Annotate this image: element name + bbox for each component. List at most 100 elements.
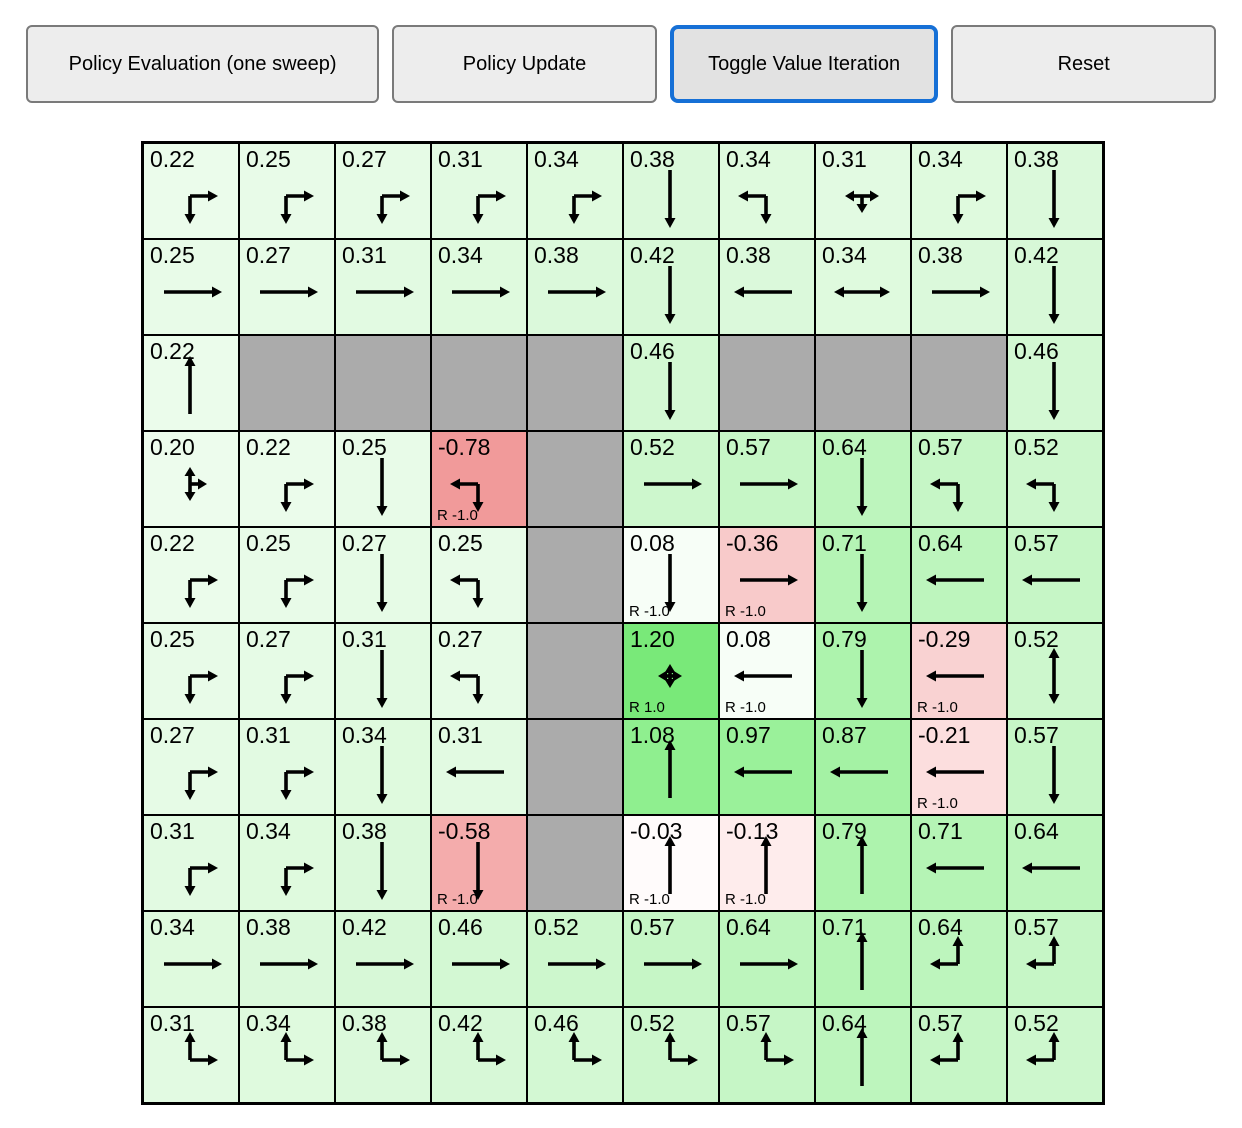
grid-cell[interactable]: 0.31 [815,143,911,239]
grid-cell[interactable]: 0.57 [911,431,1007,527]
grid-cell[interactable]: 0.34 [719,143,815,239]
grid-cell[interactable]: 0.31 [431,143,527,239]
grid-cell[interactable]: 1.20 R 1.0 [623,623,719,719]
grid-cell[interactable]: 0.08 R -1.0 [719,623,815,719]
policy-arrow-icon [658,664,682,688]
grid-cell[interactable]: 0.64 [815,1007,911,1103]
policy-update-button[interactable]: Policy Update [392,25,657,103]
grid-cell[interactable]: 0.71 [815,911,911,1007]
grid-cell[interactable]: 0.57 [911,1007,1007,1103]
grid-cell[interactable]: 0.79 [815,815,911,911]
grid-cell[interactable]: -0.58 R -1.0 [431,815,527,911]
grid-cell[interactable]: 0.25 [431,527,527,623]
grid-cell[interactable]: 0.25 [143,623,239,719]
grid-cell[interactable]: 0.52 [623,1007,719,1103]
grid-cell[interactable]: 0.25 [239,527,335,623]
cell-value: 0.34 [150,914,195,940]
grid-cell[interactable]: 0.64 [1007,815,1103,911]
grid-cell[interactable]: 0.34 [335,719,431,815]
grid-cell[interactable]: 0.46 [623,335,719,431]
grid-cell[interactable]: 0.27 [239,623,335,719]
grid-cell[interactable]: -0.13 R -1.0 [719,815,815,911]
grid-cell[interactable]: 0.27 [239,239,335,335]
grid-cell[interactable]: 0.42 [431,1007,527,1103]
reset-button[interactable]: Reset [951,25,1216,103]
grid-cell[interactable]: 0.25 [239,143,335,239]
grid-cell[interactable]: 0.57 [1007,719,1103,815]
grid-cell[interactable]: 0.38 [335,815,431,911]
policy-arrow-icon [664,554,676,612]
grid-cell[interactable]: 0.46 [431,911,527,1007]
grid-cell[interactable]: 0.31 [335,239,431,335]
grid-cell[interactable]: 0.27 [335,143,431,239]
grid-cell[interactable]: 0.38 [527,239,623,335]
grid-cell[interactable]: 0.22 [143,335,239,431]
grid-cell[interactable]: 0.87 [815,719,911,815]
grid-cell[interactable]: 0.71 [911,815,1007,911]
grid-cell[interactable]: 0.42 [1007,239,1103,335]
grid-cell[interactable]: 0.52 [623,431,719,527]
grid-cell[interactable]: 0.38 [1007,143,1103,239]
grid-cell[interactable]: 0.46 [527,1007,623,1103]
grid-cell[interactable]: 0.20 [143,431,239,527]
grid-cell[interactable]: 0.38 [335,1007,431,1103]
grid-cell[interactable]: 0.52 [1007,1007,1103,1103]
grid-cell[interactable]: 0.57 [719,1007,815,1103]
grid-cell[interactable]: 0.22 [239,431,335,527]
grid-cell[interactable]: 0.31 [239,719,335,815]
grid-cell[interactable]: 0.27 [431,623,527,719]
grid-cell[interactable]: 0.25 [335,431,431,527]
grid-cell[interactable]: 0.25 [143,239,239,335]
grid-cell[interactable]: 0.71 [815,527,911,623]
grid-cell[interactable]: 0.64 [815,431,911,527]
grid-cell[interactable]: -0.21 R -1.0 [911,719,1007,815]
grid-cell[interactable]: 0.22 [143,527,239,623]
grid-cell[interactable]: 0.34 [527,143,623,239]
grid-cell[interactable]: 0.31 [143,815,239,911]
grid-cell[interactable]: 0.57 [1007,527,1103,623]
grid-cell[interactable]: 0.38 [911,239,1007,335]
grid-cell[interactable]: 0.34 [911,143,1007,239]
grid-cell[interactable]: -0.36 R -1.0 [719,527,815,623]
policy-evaluation-button[interactable]: Policy Evaluation (one sweep) [26,25,380,103]
grid-cell[interactable]: 0.38 [719,239,815,335]
grid-cell[interactable]: 0.57 [1007,911,1103,1007]
grid-cell[interactable]: 0.34 [239,1007,335,1103]
grid-cell[interactable]: 0.27 [335,527,431,623]
grid-cell[interactable]: -0.03 R -1.0 [623,815,719,911]
grid-cell[interactable]: 0.52 [1007,623,1103,719]
grid-cell[interactable]: 0.31 [143,1007,239,1103]
policy-arrow-icon [260,286,318,298]
grid-cell[interactable]: -0.29 R -1.0 [911,623,1007,719]
grid-cell[interactable]: 0.79 [815,623,911,719]
policy-arrow-icon [830,766,888,778]
grid-cell[interactable]: 0.34 [143,911,239,1007]
grid-cell[interactable]: 0.27 [143,719,239,815]
grid-cell[interactable]: 0.42 [335,911,431,1007]
grid-cell[interactable]: 0.42 [623,239,719,335]
grid-cell[interactable]: 0.46 [1007,335,1103,431]
grid-cell[interactable]: 0.34 [239,815,335,911]
grid-cell[interactable]: 0.64 [911,527,1007,623]
grid-cell[interactable]: 0.31 [431,719,527,815]
grid-cell[interactable]: 0.34 [431,239,527,335]
toggle-value-iteration-button[interactable]: Toggle Value Iteration [669,25,939,103]
grid-cell[interactable]: 0.97 [719,719,815,815]
cell-value: 0.79 [822,626,867,652]
grid-cell[interactable]: 0.57 [719,431,815,527]
grid-cell[interactable]: 0.64 [911,911,1007,1007]
grid-cell[interactable]: 0.22 [143,143,239,239]
cell-value: 0.34 [534,146,579,172]
grid-cell[interactable]: 0.52 [527,911,623,1007]
grid-cell[interactable]: 0.57 [623,911,719,1007]
grid-cell[interactable]: 0.38 [239,911,335,1007]
policy-arrow-icon [930,1032,964,1066]
grid-cell[interactable]: 0.34 [815,239,911,335]
grid-cell[interactable]: 0.08 R -1.0 [623,527,719,623]
grid-cell[interactable]: 0.31 [335,623,431,719]
grid-cell[interactable]: 1.08 [623,719,719,815]
grid-cell[interactable]: 0.38 [623,143,719,239]
grid-cell[interactable]: 0.64 [719,911,815,1007]
grid-cell[interactable]: 0.52 [1007,431,1103,527]
grid-cell[interactable]: -0.78 R -1.0 [431,431,527,527]
